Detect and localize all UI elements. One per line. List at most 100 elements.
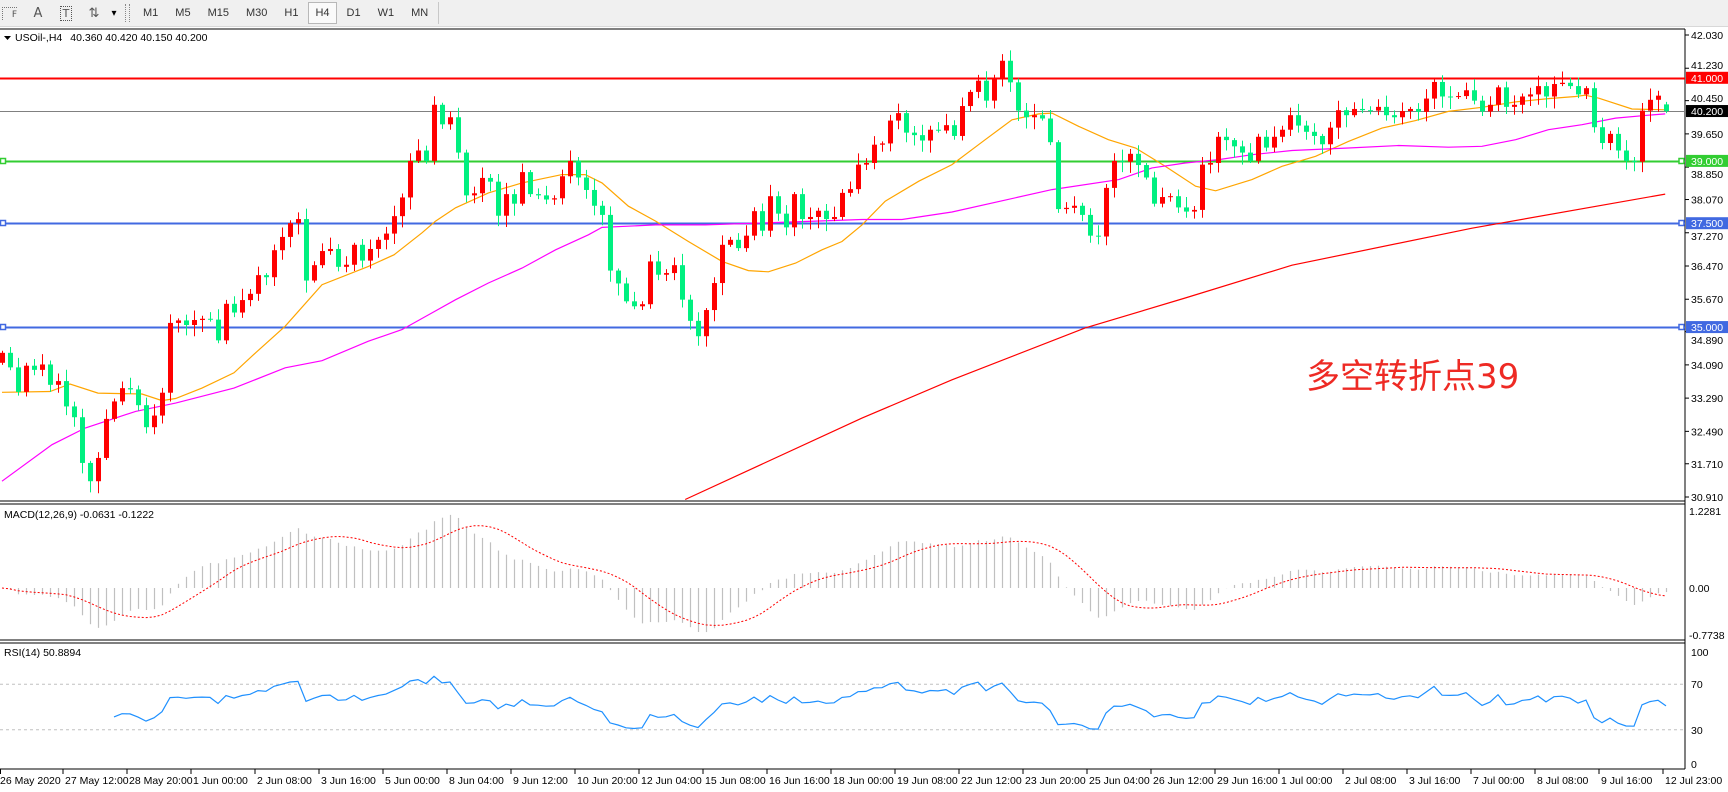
candle-body — [1624, 150, 1629, 161]
candle-body — [864, 162, 869, 165]
timeframe-h1[interactable]: H1 — [284, 7, 299, 19]
timeframe-m15[interactable]: M15 — [207, 7, 229, 19]
candle-body — [80, 417, 85, 463]
moving-average-line-0 — [1, 94, 1666, 402]
candle-body — [1120, 160, 1125, 162]
time-tick-label: 27 May 12:00 — [65, 775, 129, 787]
candle-body — [56, 381, 61, 385]
time-tick-label: 3 Jul 16:00 — [1409, 775, 1461, 787]
line-handle-right[interactable] — [1678, 219, 1685, 227]
candle — [80, 408, 85, 474]
toolbar-grip[interactable] — [125, 4, 130, 22]
candle — [1272, 126, 1277, 153]
candle — [1504, 81, 1509, 114]
timeframe-m30[interactable]: M30 — [245, 7, 268, 19]
candle-body — [1384, 106, 1389, 116]
candle-body — [472, 193, 477, 196]
candle-body — [912, 132, 917, 136]
candle — [1448, 86, 1453, 109]
arrows-dropdown-icon[interactable]: ▾ — [111, 7, 117, 19]
candle-body — [1200, 164, 1205, 210]
text-label-icon[interactable]: T — [53, 2, 79, 24]
time-tick-label: 1 Jun 00:00 — [193, 775, 248, 787]
candle — [128, 377, 133, 394]
candle-body — [768, 196, 773, 231]
candle — [224, 299, 229, 345]
candle — [1600, 117, 1605, 150]
candle — [368, 239, 373, 269]
price-tick-label: 42.030 — [1691, 30, 1723, 42]
candle-body — [496, 181, 501, 216]
timeframe-m1[interactable]: M1 — [143, 7, 159, 19]
candle — [576, 156, 581, 186]
candle-body — [40, 364, 45, 370]
candle-body — [752, 211, 757, 236]
candle-body — [1528, 94, 1533, 97]
timeframe-mn[interactable]: MN — [411, 7, 429, 19]
fibonacci-fan-icon[interactable]: F — [2, 6, 17, 20]
candle-body — [1544, 86, 1549, 97]
candle — [688, 294, 693, 330]
candle-body — [760, 211, 765, 231]
time-tick-label: 26 Jun 12:00 — [1153, 775, 1214, 787]
candle-body — [216, 319, 221, 341]
timeframe-d1[interactable]: D1 — [346, 7, 361, 19]
candle-body — [1504, 87, 1509, 107]
candle — [432, 96, 437, 165]
candle — [528, 170, 533, 198]
line-handle-left[interactable] — [0, 219, 7, 227]
candle — [512, 189, 517, 216]
candle — [264, 273, 269, 286]
candle-body — [1048, 118, 1053, 143]
timeframe-w1[interactable]: W1 — [377, 7, 395, 19]
rsi-label: RSI(14) 50.8894 — [4, 647, 81, 659]
candle — [1464, 82, 1469, 99]
candle-body — [320, 251, 325, 266]
line-handle-right[interactable] — [1678, 157, 1685, 165]
line-handle-left[interactable] — [0, 323, 7, 331]
candle — [608, 206, 613, 282]
price-tick-label: 38.070 — [1691, 195, 1723, 207]
text-icon[interactable]: A — [33, 5, 43, 21]
candle — [120, 381, 125, 406]
arrows-icon[interactable]: ⇅ — [88, 5, 100, 21]
candle — [1656, 90, 1661, 112]
macd-tick-label: -0.7738 — [1689, 630, 1725, 642]
candle — [1304, 120, 1309, 140]
candle-body — [1416, 108, 1421, 112]
timeframe-m5[interactable]: M5 — [175, 7, 191, 19]
candle — [1392, 110, 1397, 124]
candle — [752, 207, 757, 241]
candle-body — [920, 135, 925, 141]
candle — [872, 136, 877, 170]
collapse-triangle-icon[interactable] — [4, 36, 11, 40]
candle — [1536, 75, 1541, 105]
candle-body — [1392, 115, 1397, 118]
price-tick-label: 30.910 — [1691, 492, 1723, 504]
line-handle-left[interactable] — [0, 157, 7, 165]
candle-body — [48, 364, 53, 385]
candle-body — [1424, 98, 1429, 112]
candle — [1400, 102, 1405, 125]
candle-body — [1168, 196, 1173, 198]
candle — [72, 401, 77, 427]
timeframe-h4[interactable]: H4 — [308, 2, 337, 24]
ohlc-readout: 40.360 40.420 40.150 40.200 — [70, 32, 207, 44]
candle-body — [464, 152, 469, 196]
candle — [1120, 149, 1125, 173]
candle-body — [112, 401, 117, 419]
candle — [320, 243, 325, 269]
line-handle-right[interactable] — [1678, 323, 1685, 331]
candle — [216, 309, 221, 344]
candle — [744, 225, 749, 252]
toolbar-separator — [438, 2, 440, 24]
candle-body — [104, 418, 109, 458]
candle-body — [296, 219, 301, 224]
price-tick-label: 31.710 — [1691, 459, 1723, 471]
candle-body — [1608, 133, 1613, 144]
candle-body — [1376, 106, 1381, 111]
chart-annotation[interactable]: 多空转折点39 — [1306, 357, 1519, 397]
candle-body — [1600, 127, 1605, 144]
price-marker-40.200 — [1686, 105, 1728, 118]
